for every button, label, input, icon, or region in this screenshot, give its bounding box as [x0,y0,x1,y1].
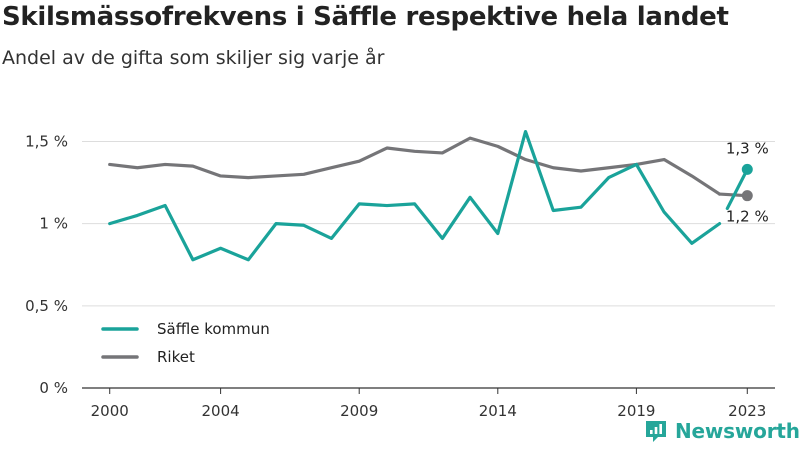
y-tick-label: 1 % [39,215,68,233]
y-tick-label: 0,5 % [25,297,68,315]
newsworthy-logo: Newsworthy [644,419,800,443]
x-tick-label: 2014 [479,402,517,420]
x-tick-label: 2009 [340,402,378,420]
y-tick-label: 0 % [39,379,68,397]
x-tick-label: 2023 [728,402,766,420]
series-line-saffle [108,129,722,262]
x-tick-label: 2019 [617,402,655,420]
series-line-riket [108,136,722,196]
x-tick-label: 2004 [202,402,240,420]
brand-name: Newsworthy [675,419,800,443]
end-label-saffle: 1,3 % [726,139,769,157]
newsworthy-icon [646,421,666,442]
series-last-segment [725,167,749,211]
chart-subtitle: Andel av de gifta som skiljer sig varje … [2,47,385,69]
chart-title: Skilsmässofrekvens i Säffle respektive h… [2,2,729,32]
x-tick-label: 2000 [91,402,129,420]
end-label-riket: 1,2 % [726,208,769,226]
series-end-point [741,163,753,175]
legend-label: Säffle kommun [157,320,270,338]
series-end-point [741,190,753,202]
legend-label: Riket [157,348,195,366]
y-tick-label: 1,5 % [25,132,68,150]
